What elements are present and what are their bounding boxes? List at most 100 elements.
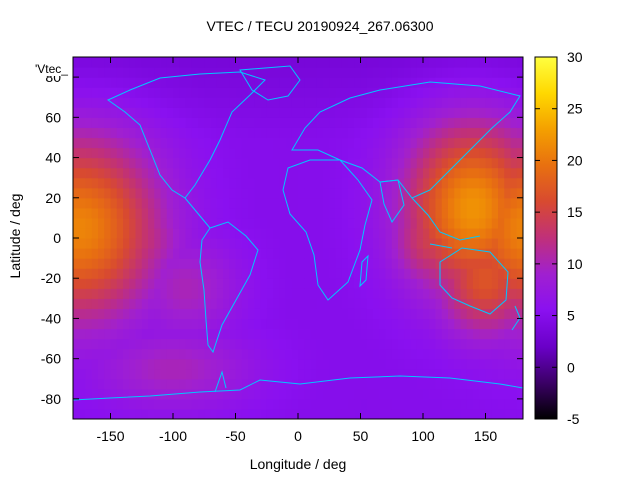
heatmap-cell [223,207,230,219]
heatmap-cell [141,318,149,330]
heatmap-cell [479,187,487,199]
heatmap-cell [316,117,324,128]
heatmap-cell [341,348,349,360]
heatmap-cell [260,127,268,139]
heatmap-cell [429,408,437,419]
heatmap-cell [479,388,487,400]
heatmap-cell [441,97,449,108]
heatmap-cell [273,187,280,199]
heatmap-cell [366,408,374,419]
heatmap-cell [123,398,130,410]
heatmap-cell [98,348,105,360]
heatmap-cell [398,238,405,249]
heatmap-cell [360,368,368,380]
heatmap-cell [491,77,499,88]
heatmap-cell [123,288,130,299]
heatmap-cell [185,217,193,229]
heatmap-cell [348,238,355,249]
heatmap-cell [441,117,449,128]
heatmap-cell [466,388,474,400]
heatmap-cell [123,408,130,419]
heatmap-cell [304,177,312,189]
heatmap-cell [198,167,205,179]
heatmap-cell [304,127,312,139]
heatmap-cell [410,67,418,78]
heatmap-cell [479,77,487,88]
heatmap-cell [179,238,187,249]
heatmap-cell [348,87,355,98]
heatmap-cell [398,368,405,380]
heatmap-cell [210,87,218,98]
heatmap-cell [485,187,493,199]
heatmap-cell [248,187,255,199]
heatmap-cell [298,207,305,219]
heatmap-cell [516,308,523,320]
heatmap-cell [223,388,230,400]
heatmap-cell [441,408,449,419]
heatmap-cell [429,238,437,249]
heatmap-cell [260,197,268,209]
heatmap-cell [385,227,393,239]
heatmap-cell [310,187,318,199]
heatmap-cell [404,147,412,159]
heatmap-cell [516,107,523,118]
heatmap-cell [510,227,518,239]
heatmap-cell [429,87,437,98]
heatmap-cell [279,278,287,289]
heatmap-cell [248,87,255,98]
heatmap-cell [160,328,168,340]
heatmap-cell [316,358,324,370]
heatmap-cell [466,288,474,299]
heatmap-cell [104,338,112,350]
heatmap-cell [323,167,330,179]
heatmap-cell [223,167,230,179]
heatmap-cell [223,57,230,68]
heatmap-cell [191,278,199,289]
heatmap-cell [435,358,443,370]
heatmap-cell [485,348,493,360]
heatmap-cell [366,398,374,410]
heatmap-cell [141,268,149,279]
heatmap-cell [466,77,474,88]
heatmap-cell [141,87,149,98]
heatmap-cell [391,117,399,128]
heatmap-cell [154,338,162,350]
tick-label: 20 [45,190,61,206]
heatmap-cell [373,107,380,118]
heatmap-cell [204,207,212,219]
heatmap-cell [160,288,168,299]
heatmap-cell [498,127,505,139]
heatmap-cell [298,368,305,380]
heatmap-cell [366,57,374,68]
heatmap-cell [223,328,230,340]
heatmap-cell [185,318,193,330]
heatmap-cell [241,368,249,380]
heatmap-cell [323,157,330,169]
heatmap-cell [429,328,437,340]
heatmap-cell [91,278,99,289]
heatmap-cell [291,378,299,390]
heatmap-cell [116,97,124,108]
heatmap-cell [160,358,168,370]
heatmap-cell [423,408,430,419]
heatmap-cell [404,167,412,179]
heatmap-cell [473,348,480,360]
heatmap-cell [466,147,474,159]
heatmap-cell [104,398,112,410]
heatmap-cell [441,87,449,98]
heatmap-cell [341,328,349,340]
heatmap-cell [79,227,87,239]
heatmap-cell [154,167,162,179]
heatmap-cell [379,298,387,309]
heatmap-cell [248,217,255,229]
heatmap-cell [223,147,230,159]
heatmap-cell [104,348,112,360]
heatmap-cell [110,187,118,199]
heatmap-cell [448,177,455,189]
heatmap-cell [441,348,449,360]
heatmap-cell [304,238,312,249]
heatmap-cell [204,157,212,169]
heatmap-cell [73,378,80,390]
heatmap-cell [129,97,137,108]
heatmap-cell [360,127,368,139]
